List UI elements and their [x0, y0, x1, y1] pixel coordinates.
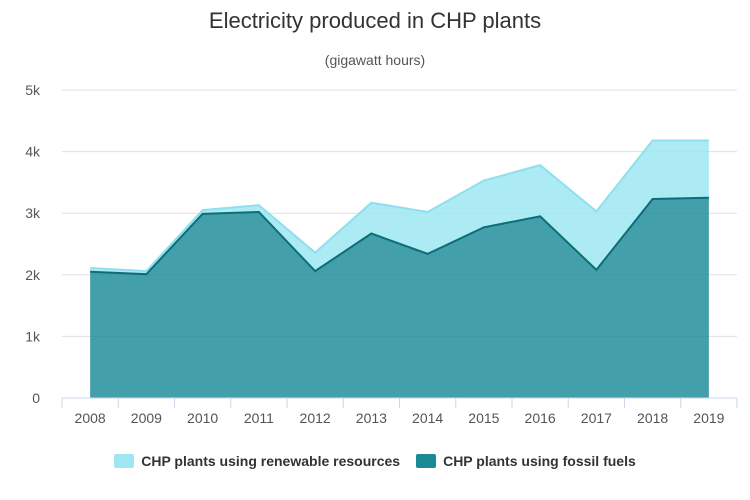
y-tick-label: 2k [25, 267, 41, 283]
x-tick-label: 2009 [131, 410, 162, 426]
line-renewable [90, 139, 709, 273]
x-tick-label: 2010 [187, 410, 218, 426]
y-tick-label: 4k [25, 144, 41, 160]
x-tick-label: 2018 [637, 410, 668, 426]
x-tick-label: 2011 [244, 410, 274, 426]
x-tick-label: 2015 [468, 410, 499, 426]
x-tick-label: 2008 [75, 410, 106, 426]
x-tick-label: 2019 [693, 410, 724, 426]
x-tick-label: 2017 [581, 410, 612, 426]
legend-label-renewable: CHP plants using renewable resources [141, 453, 401, 469]
chart-subtitle: (gigawatt hours) [324, 52, 426, 68]
line-fossil [90, 196, 709, 276]
y-tick-label: 5k [25, 82, 41, 98]
legend-item-renewable[interactable]: CHP plants using renewable resources [114, 453, 400, 469]
legend-swatch-fossil [416, 454, 437, 468]
legend-label-fossil: CHP plants using fossil fuels [443, 453, 636, 469]
y-tick-label: 3k [25, 205, 41, 221]
area-fossil [90, 197, 709, 398]
x-tick-label: 2012 [300, 410, 331, 426]
legend: CHP plants using renewable resources CHP… [0, 453, 750, 469]
chart-title: Electricity produced in CHP plants [208, 8, 542, 33]
y-tick-label: 0 [32, 390, 40, 406]
legend-swatch-renewable [114, 454, 135, 468]
x-tick-label: 2016 [525, 410, 556, 426]
y-tick-label: 1k [25, 328, 41, 344]
area-renewable [90, 140, 709, 275]
legend-item-fossil[interactable]: CHP plants using fossil fuels [416, 453, 636, 469]
x-tick-label: 2014 [412, 410, 443, 426]
x-tick-label: 2013 [356, 410, 387, 426]
